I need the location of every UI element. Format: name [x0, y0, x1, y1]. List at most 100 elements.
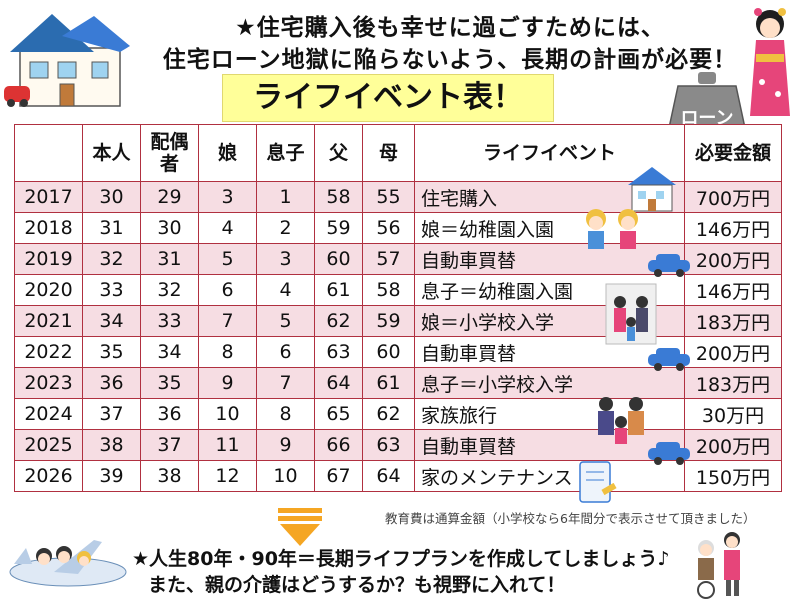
cell-son-age: 5 — [256, 305, 315, 337]
table-row: 2025 38 37 11 9 66 63 自動車買替 200万円 — [14, 429, 782, 461]
cell-daughter-age: 10 — [198, 398, 257, 430]
cell-spouse-age: 38 — [140, 460, 199, 492]
header-year — [14, 124, 83, 182]
cell-amount: 150万円 — [684, 460, 782, 492]
cell-father-age: 59 — [314, 212, 363, 244]
table-row: 2019 32 31 5 3 60 57 自動車買替 200万円 — [14, 243, 782, 275]
kimono-girl-icon — [750, 8, 790, 116]
cell-son-age: 8 — [256, 398, 315, 430]
header-mother: 母 — [362, 124, 415, 182]
cell-self-age: 38 — [82, 429, 141, 461]
cell-spouse-age: 30 — [140, 212, 199, 244]
header-line-1: ★住宅購入後も幸せに過ごすためには、 — [235, 15, 665, 41]
cell-amount: 30万円 — [684, 398, 782, 430]
cell-father-age: 66 — [314, 429, 363, 461]
cell-daughter-age: 12 — [198, 460, 257, 492]
cell-mother-age: 63 — [362, 429, 415, 461]
cell-year: 2019 — [14, 243, 83, 275]
table-row: 2020 33 32 6 4 61 58 息子＝幼稚園入園 146万円 — [14, 274, 782, 306]
cell-daughter-age: 3 — [198, 181, 257, 213]
cell-son-age: 6 — [256, 336, 315, 368]
cell-amount: 183万円 — [684, 305, 782, 337]
cell-amount: 200万円 — [684, 429, 782, 461]
kindergarten-children-icon — [586, 209, 638, 249]
header-amount: 必要金額 — [684, 124, 782, 182]
cell-self-age: 35 — [82, 336, 141, 368]
cell-amount: 200万円 — [684, 243, 782, 275]
cell-mother-age: 61 — [362, 367, 415, 399]
cell-father-age: 67 — [314, 460, 363, 492]
cell-mother-age: 64 — [362, 460, 415, 492]
cell-mother-age: 57 — [362, 243, 415, 275]
car-icon — [648, 348, 690, 371]
cell-self-age: 39 — [82, 460, 141, 492]
cell-mother-age: 62 — [362, 398, 415, 430]
cell-spouse-age: 33 — [140, 305, 199, 337]
cell-year: 2021 — [14, 305, 83, 337]
education-cost-note: 教育費は通算金額（小学校なら6年間分で表示させて頂きました） — [385, 511, 756, 526]
header-spouse: 配偶者 — [140, 124, 199, 182]
airplane-family-icon — [9, 540, 127, 587]
cell-life-event: 自動車買替 — [414, 429, 685, 461]
cell-self-age: 30 — [82, 181, 141, 213]
cell-son-age: 1 — [256, 181, 315, 213]
cell-spouse-age: 36 — [140, 398, 199, 430]
cell-year: 2023 — [14, 367, 83, 399]
footer-line-2: また、親の介護はどうするか？も視野に入れて！ — [148, 574, 566, 596]
header-life-event: ライフイベント — [414, 124, 685, 182]
header-self: 本人 — [82, 124, 141, 182]
cell-amount: 183万円 — [684, 367, 782, 399]
table-row: 2026 39 38 12 10 67 64 家のメンテナンス 150万円 — [14, 460, 782, 492]
cell-mother-age: 55 — [362, 181, 415, 213]
cell-father-age: 62 — [314, 305, 363, 337]
cell-son-age: 3 — [256, 243, 315, 275]
cell-self-age: 31 — [82, 212, 141, 244]
cell-life-event: 娘＝幼稚園入園 — [414, 212, 685, 244]
cell-life-event: 自動車買替 — [414, 336, 685, 368]
table-row: 2022 35 34 8 6 63 60 自動車買替 200万円 — [14, 336, 782, 368]
car-icon — [648, 254, 690, 277]
cell-amount: 700万円 — [684, 181, 782, 213]
cell-son-age: 7 — [256, 367, 315, 399]
cell-son-age: 9 — [256, 429, 315, 461]
cell-daughter-age: 5 — [198, 243, 257, 275]
cell-year: 2024 — [14, 398, 83, 430]
header-line-2: 住宅ローン地獄に陥らないよう、長期の計画が必要！ — [162, 47, 738, 73]
cell-father-age: 60 — [314, 243, 363, 275]
cell-father-age: 63 — [314, 336, 363, 368]
cell-self-age: 33 — [82, 274, 141, 306]
family-travel-icon — [598, 397, 644, 444]
elderly-care-icon — [697, 532, 740, 599]
loan-weight-label: ローン — [680, 108, 733, 129]
house-icon — [4, 14, 130, 107]
cell-spouse-age: 32 — [140, 274, 199, 306]
cell-spouse-age: 35 — [140, 367, 199, 399]
cell-spouse-age: 34 — [140, 336, 199, 368]
header-spouse-text: 配偶者 — [150, 131, 189, 175]
cell-amount: 146万円 — [684, 212, 782, 244]
cell-daughter-age: 8 — [198, 336, 257, 368]
cell-spouse-age: 29 — [140, 181, 199, 213]
cell-daughter-age: 11 — [198, 429, 257, 461]
cell-self-age: 37 — [82, 398, 141, 430]
cell-self-age: 32 — [82, 243, 141, 275]
cell-spouse-age: 31 — [140, 243, 199, 275]
cell-life-event: 自動車買替 — [414, 243, 685, 275]
cell-son-age: 10 — [256, 460, 315, 492]
cell-son-age: 4 — [256, 274, 315, 306]
cell-mother-age: 60 — [362, 336, 415, 368]
header-daughter: 娘 — [198, 124, 257, 182]
cell-father-age: 64 — [314, 367, 363, 399]
table-row: 2024 37 36 10 8 65 62 家族旅行 30万円 — [14, 398, 782, 430]
cell-father-age: 61 — [314, 274, 363, 306]
table-row: 2021 34 33 7 5 62 59 娘＝小学校入学 183万円 — [14, 305, 782, 337]
cell-spouse-age: 37 — [140, 429, 199, 461]
cell-self-age: 34 — [82, 305, 141, 337]
table-row: 2018 31 30 4 2 59 56 娘＝幼稚園入園 146万円 — [14, 212, 782, 244]
family-entrance-ceremony-icon — [605, 283, 657, 345]
cell-daughter-age: 9 — [198, 367, 257, 399]
cell-mother-age: 58 — [362, 274, 415, 306]
header-father: 父 — [314, 124, 363, 182]
cell-daughter-age: 7 — [198, 305, 257, 337]
cell-daughter-age: 4 — [198, 212, 257, 244]
